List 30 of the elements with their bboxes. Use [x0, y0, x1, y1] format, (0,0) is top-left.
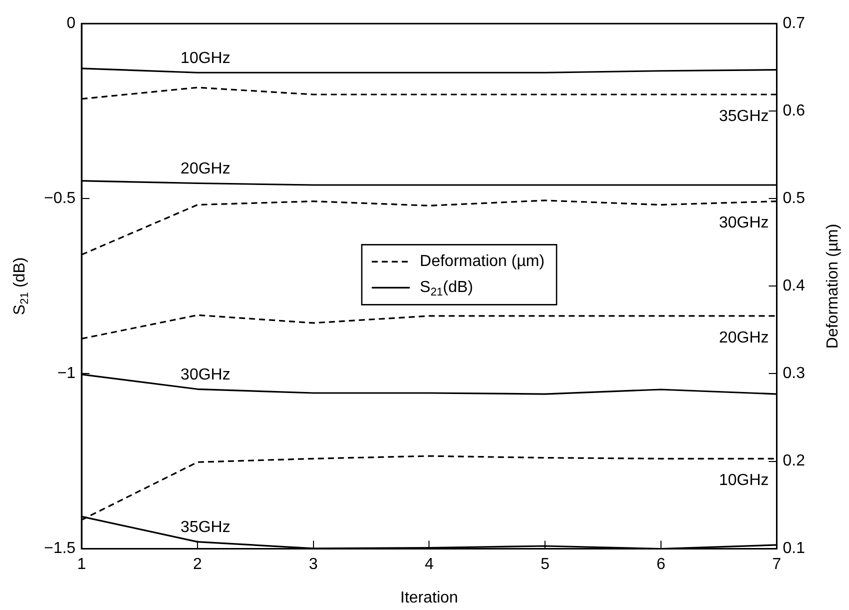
y2-axis-title: Deformation (µm) — [824, 224, 842, 349]
x-tick-label: 7 — [772, 556, 782, 573]
y-tick-label: −1.5 — [44, 540, 76, 558]
x-axis-title: Iteration — [400, 589, 458, 606]
y2-tick-label: 0.7 — [782, 15, 806, 32]
series-label: 20GHz — [180, 160, 230, 178]
x-tick-label: 4 — [424, 556, 434, 573]
series-label: 10GHz — [180, 50, 230, 68]
y2-tick-label: 0.2 — [782, 452, 806, 470]
y-tick-label: −0.5 — [44, 190, 76, 208]
y-tick-label: −1 — [57, 365, 76, 382]
x-tick-label: 3 — [308, 556, 318, 573]
y2-tick-label: 0.1 — [782, 540, 806, 558]
y2-tick-label: 0.4 — [782, 278, 806, 295]
y-tick-label: 0 — [66, 15, 76, 32]
y-axis-title: S21 (dB) — [11, 257, 31, 316]
series-label: 35GHz — [180, 519, 230, 536]
series-label: 35GHz — [718, 108, 769, 125]
y2-tick-label: 0.5 — [782, 190, 806, 208]
series-label: 10GHz — [718, 472, 769, 490]
y2-tick-label: 0.6 — [782, 102, 806, 120]
x-tick-label: 6 — [656, 556, 666, 573]
x-tick-label: 1 — [77, 556, 86, 573]
series-label: 30GHz — [718, 214, 769, 232]
series-label: 20GHz — [718, 329, 769, 346]
y2-tick-label: 0.3 — [782, 365, 806, 382]
annotation: Deformation (µm) — [420, 253, 545, 270]
x-tick-label: 2 — [192, 556, 202, 573]
series-label: 30GHz — [180, 366, 230, 384]
x-tick-label: 5 — [540, 556, 550, 573]
